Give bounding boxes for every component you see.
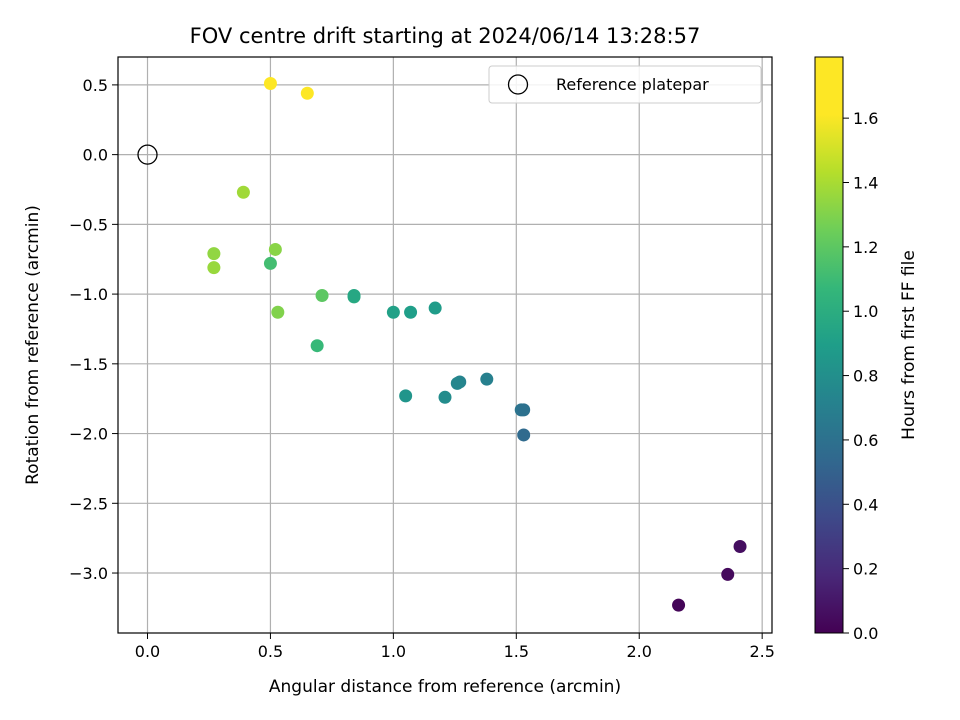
x-tick-label: 1.0 (381, 642, 406, 661)
grid-lines (118, 57, 772, 633)
y-tick-label: −1.5 (69, 355, 108, 374)
x-tick-label: 2.5 (749, 642, 774, 661)
plot-frame (117, 56, 773, 634)
y-tick-label: 0.5 (83, 76, 108, 95)
data-point (300, 86, 314, 100)
x-tick-label: 0.5 (258, 642, 283, 661)
reference-point (137, 144, 158, 165)
x-tick-label: 1.5 (504, 642, 529, 661)
data-point (207, 261, 221, 275)
data-point (207, 247, 221, 261)
x-tick-label: 2.0 (627, 642, 652, 661)
data-point (428, 301, 442, 315)
legend-reference-marker (507, 74, 529, 95)
x-axis-label: Angular distance from reference (arcmin) (269, 677, 621, 697)
data-point (315, 288, 329, 302)
y-axis-ticks: 0.5 0.0 −0.5 −1.0 −1.5 −2.0 −2.5 −3.0 (69, 76, 118, 583)
reference-marker (137, 144, 158, 165)
chart-title: FOV centre drift starting at 2024/06/14 … (190, 24, 701, 48)
y-tick-label: −1.0 (69, 285, 108, 304)
data-point (399, 389, 413, 403)
data-point (347, 288, 361, 302)
colorbar-tick-label: 1.0 (853, 302, 878, 321)
data-point (386, 305, 400, 319)
legend: Reference platepar (488, 65, 762, 104)
colorbar-ticks: 0.0 0.2 0.4 0.6 0.8 1.0 1.2 1.4 1.6 (843, 109, 878, 643)
data-point (271, 305, 285, 319)
colorbar-tick-label: 1.4 (853, 173, 878, 192)
colorbar-label: Hours from first FF file (899, 250, 919, 440)
y-tick-label: −2.5 (69, 494, 108, 513)
y-tick-label: 0.0 (83, 146, 108, 165)
colorbar-tick-label: 1.2 (853, 238, 878, 257)
data-point (263, 76, 277, 90)
data-point (236, 185, 250, 199)
data-point (480, 372, 494, 386)
legend-box (488, 65, 762, 104)
y-tick-label: −0.5 (69, 215, 108, 234)
colorbar (814, 56, 844, 634)
data-point (310, 339, 324, 353)
colorbar-tick-label: 0.2 (853, 560, 878, 579)
data-point (733, 540, 747, 554)
colorbar-tick-label: 0.6 (853, 431, 878, 450)
data-point (672, 598, 686, 612)
x-tick-label: 0.0 (135, 642, 160, 661)
colorbar-tick-label: 0.8 (853, 367, 878, 386)
data-points (207, 76, 747, 612)
data-point (450, 376, 464, 390)
data-point (404, 305, 418, 319)
data-point (438, 390, 452, 404)
legend-label: Reference platepar (556, 75, 709, 94)
colorbar-tick-label: 0.4 (853, 495, 878, 514)
data-point (268, 242, 282, 256)
data-point (263, 256, 277, 270)
colorbar-tick-label: 1.6 (853, 109, 878, 128)
y-tick-label: −2.0 (69, 425, 108, 444)
colorbar-tick-label: 0.0 (853, 624, 878, 643)
x-axis-ticks: 0.0 0.5 1.0 1.5 2.0 2.5 (135, 633, 775, 661)
y-tick-label: −3.0 (69, 564, 108, 583)
y-axis-label: Rotation from reference (arcmin) (23, 205, 43, 485)
data-point (517, 428, 531, 442)
data-point (517, 403, 531, 417)
data-point (721, 567, 735, 581)
